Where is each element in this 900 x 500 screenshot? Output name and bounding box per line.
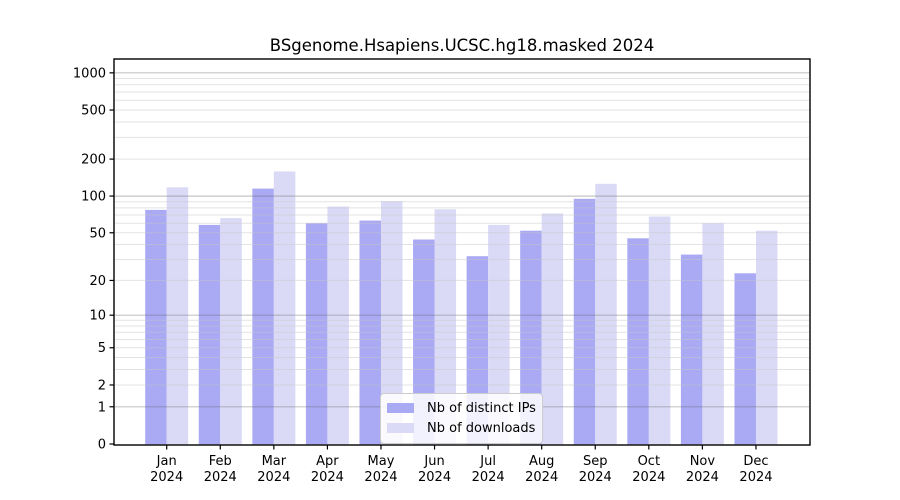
bar-mar-downloads [273,171,296,445]
x-tick-label-month: Apr [316,454,339,469]
bar-jan-distinct-ips [145,209,167,445]
x-tick-label-month: Sep [583,454,608,469]
x-tick-label-year: 2024 [525,470,558,485]
legend-swatch-downloads [387,423,414,433]
bar-feb-distinct-ips [198,224,221,445]
x-tick-label-month: Jan [156,454,177,469]
x-tick-label-year: 2024 [150,470,183,485]
legend: Nb of distinct IPs Nb of downloads [380,393,543,444]
bar-nov-distinct-ips [680,254,703,445]
y-tick-label: 1 [98,400,106,415]
y-tick-label: 20 [89,274,106,289]
x-tick-label-month: Jun [423,454,444,469]
x-tick-label-year: 2024 [739,470,772,485]
bar-aug-distinct-ips [520,230,542,445]
bar-may-downloads [380,201,403,445]
y-tick-label: 2 [98,379,106,394]
y-tick-label: 500 [81,104,106,119]
x-tick-label-month: Nov [690,454,716,469]
x-tick-label-year: 2024 [632,470,665,485]
x-tick-label-year: 2024 [472,470,505,485]
x-tick-label-year: 2024 [204,470,237,485]
legend-item-distinct-ips: Nb of distinct IPs [387,398,538,418]
legend-swatch-distinct-ips [387,403,414,413]
bar-oct-distinct-ips [627,238,649,445]
legend-item-downloads: Nb of downloads [387,418,538,438]
bar-aug-downloads [541,213,564,445]
bar-jul-downloads [488,224,510,445]
bar-nov-downloads [702,223,724,445]
bar-apr-distinct-ips [305,223,328,445]
bar-sep-downloads [595,183,617,445]
x-tick-label-year: 2024 [364,470,397,485]
bar-jan-downloads [166,187,189,445]
x-tick-label-month: Aug [529,454,554,469]
x-tick-label-month: May [368,454,395,469]
x-tick-label-month: Dec [743,454,768,469]
bar-sep-distinct-ips [573,198,596,445]
y-tick-label: 50 [89,226,106,241]
y-tick-label: 1000 [73,66,106,81]
legend-label-downloads: Nb of downloads [427,420,536,436]
bar-dec-downloads [755,230,778,445]
y-axis: 0 1 2 5 10 20 50 100 200 500 1000 [73,66,114,453]
gridlines-layer [114,72,810,408]
bar-dec-distinct-ips [734,273,756,445]
x-tick-label-year: 2024 [686,470,719,485]
bar-mar-distinct-ips [252,188,274,445]
x-tick-label-month: Feb [209,454,232,469]
x-tick-label-month: Mar [262,454,287,469]
bar-apr-downloads [327,206,349,445]
x-tick-label-month: Oct [638,454,660,469]
bar-feb-downloads [220,218,242,445]
x-tick-label-year: 2024 [311,470,344,485]
chart-title: BSgenome.Hsapiens.UCSC.hg18.masked 2024 [269,36,655,55]
plot-frame [113,58,811,446]
bar-oct-downloads [648,216,671,445]
legend-label-distinct-ips: Nb of distinct IPs [427,400,536,416]
x-tick-label-year: 2024 [579,470,612,485]
y-tick-label: 10 [89,309,106,324]
x-tick-label-month: Jul [479,454,496,469]
x-tick-label-year: 2024 [257,470,290,485]
y-tick-label: 0 [98,438,106,453]
y-tick-label: 200 [81,153,106,168]
x-tick-label-year: 2024 [418,470,451,485]
x-axis: Jan2024Feb2024Mar2024Apr2024May2024Jun20… [150,445,773,485]
y-tick-label: 5 [98,341,106,356]
y-tick-label: 100 [81,190,106,205]
bar-jun-downloads [434,209,457,445]
